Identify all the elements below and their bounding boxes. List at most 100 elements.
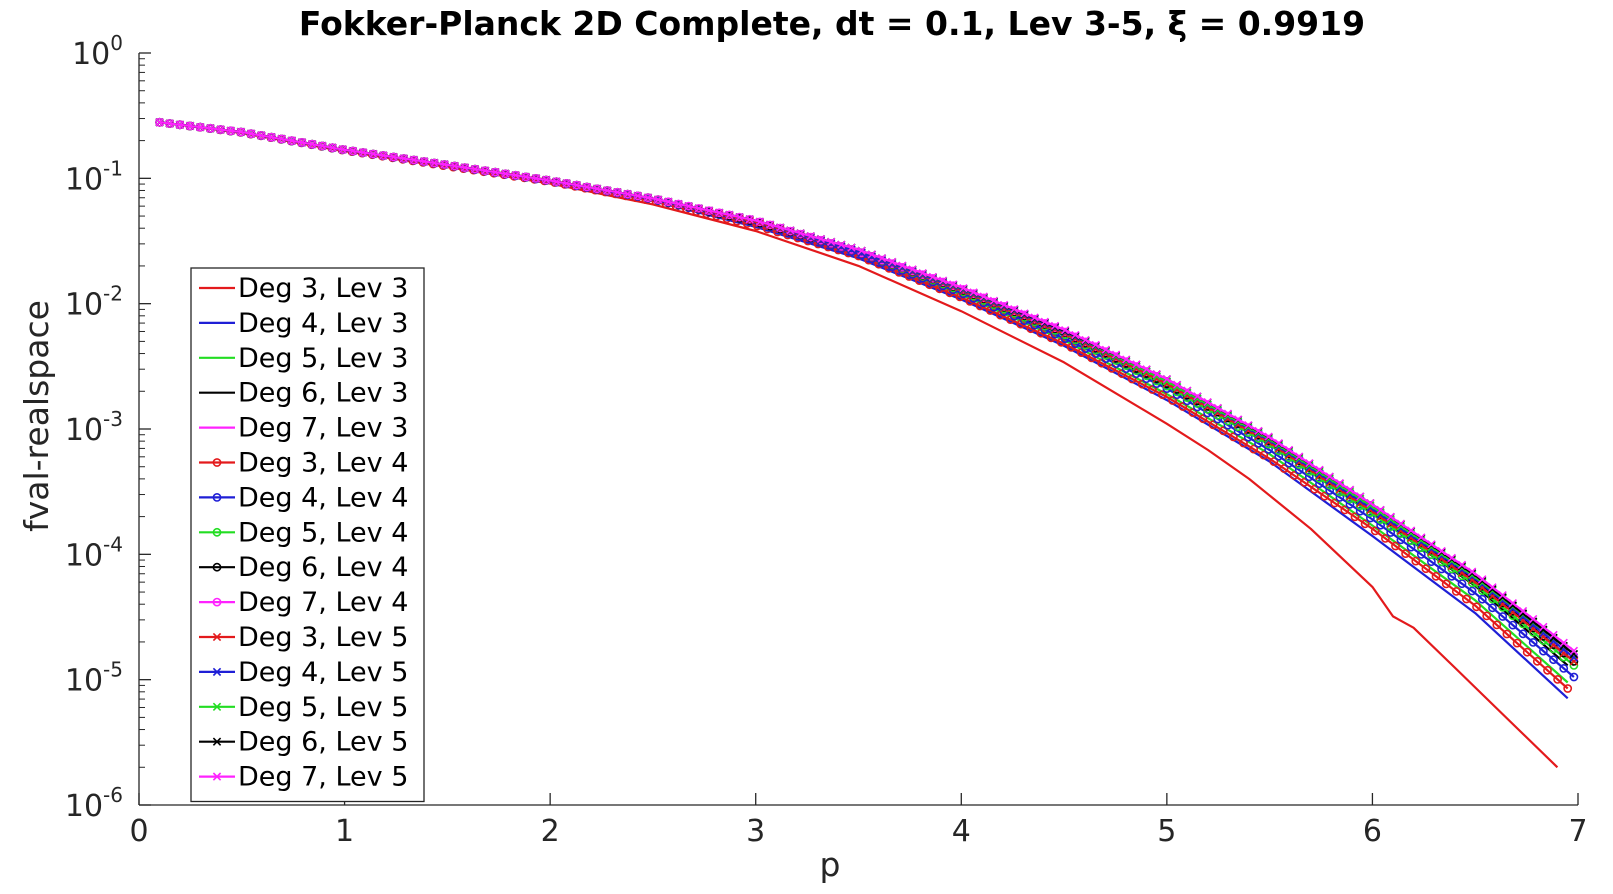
- data-point-marker: [1472, 602, 1481, 612]
- data-point-marker: [1563, 684, 1573, 693]
- data-point-marker: [1345, 499, 1355, 509]
- data-point-marker: [1386, 512, 1395, 521]
- data-point-marker: [1294, 465, 1304, 475]
- data-point-marker: [786, 226, 795, 235]
- y-tick-label: 10-2: [65, 282, 123, 323]
- data-point-marker: [1386, 528, 1396, 537]
- data-point-marker: [1315, 479, 1324, 489]
- data-point-marker: [1183, 386, 1192, 395]
- x-tick-label: 1: [335, 814, 354, 849]
- data-point-marker: [1549, 630, 1558, 640]
- data-point-marker: [389, 152, 398, 162]
- data-point-marker: [1244, 420, 1253, 430]
- data-point-marker: [837, 240, 846, 249]
- data-point-marker: [1284, 458, 1294, 468]
- data-point-marker: [521, 172, 531, 182]
- legend-marker: [212, 667, 222, 677]
- data-point-marker: [1396, 535, 1406, 545]
- data-point-marker: [1441, 579, 1451, 589]
- legend-marker: [212, 492, 222, 502]
- chart-title: Fokker-Planck 2D Complete, dt = 0.1, Lev…: [299, 4, 1365, 43]
- legend-entry-label: Deg 4, Lev 5: [238, 657, 408, 688]
- data-point-marker: [674, 199, 683, 209]
- data-point-marker: [725, 210, 734, 220]
- x-tick-label: 0: [129, 814, 148, 849]
- data-point-marker: [1168, 396, 1177, 405]
- x-axis-label: p: [820, 845, 841, 884]
- data-point-marker: [1522, 647, 1532, 657]
- data-point-marker: [1569, 653, 1579, 662]
- data-point-marker: [1305, 459, 1314, 468]
- data-point-marker: [1218, 426, 1228, 436]
- data-point-marker: [470, 164, 480, 174]
- data-point-marker: [1518, 606, 1528, 616]
- data-point-marker: [1360, 519, 1370, 529]
- data-point-marker: [1239, 438, 1248, 448]
- data-point-marker: [1274, 439, 1283, 448]
- data-point-marker: [1553, 675, 1562, 684]
- data-point-marker: [1350, 512, 1360, 522]
- data-point-marker: [684, 202, 693, 211]
- data-point-marker: [1345, 485, 1355, 494]
- data-point-marker: [246, 129, 256, 138]
- data-point-marker: [664, 197, 673, 206]
- data-point-marker: [592, 184, 602, 193]
- data-point-marker: [348, 146, 358, 156]
- data-point-marker: [1529, 617, 1538, 626]
- x-tick-label: 7: [1568, 814, 1587, 849]
- data-point-marker: [1152, 370, 1161, 379]
- data-point-marker: [898, 261, 907, 270]
- data-point-marker: [430, 158, 439, 168]
- data-point-marker: [1050, 321, 1060, 331]
- legend-marker: [212, 772, 222, 781]
- data-point-marker: [1091, 340, 1100, 350]
- data-point-marker: [704, 206, 714, 215]
- data-point-marker: [297, 138, 307, 147]
- data-point-marker: [1148, 385, 1157, 394]
- data-point-marker: [358, 148, 368, 157]
- data-point-marker: [440, 160, 449, 169]
- legend-marker: [212, 702, 222, 711]
- data-point-marker: [877, 254, 887, 263]
- data-point-marker: [1421, 564, 1431, 574]
- data-point-marker: [1335, 492, 1345, 502]
- data-point-marker: [1264, 444, 1273, 454]
- y-tick-label: 10-6: [65, 783, 123, 824]
- data-point-marker: [1406, 526, 1416, 535]
- data-point-marker: [1366, 498, 1375, 508]
- data-point-marker: [1498, 591, 1507, 600]
- data-point-marker: [338, 145, 347, 154]
- data-point-marker: [1289, 470, 1299, 480]
- legend-entry-label: Deg 7, Lev 4: [238, 587, 408, 618]
- data-point-marker: [480, 166, 490, 175]
- data-point-marker: [369, 149, 378, 159]
- legend-entry-label: Deg 5, Lev 5: [238, 692, 408, 723]
- data-point-marker: [1330, 498, 1340, 508]
- data-point-marker: [1427, 540, 1436, 549]
- data-point-marker: [308, 140, 317, 149]
- data-point-marker: [1010, 304, 1019, 314]
- data-point-marker: [1451, 587, 1461, 596]
- data-point-marker: [1549, 655, 1558, 665]
- data-point-marker: [562, 179, 571, 188]
- data-point-marker: [694, 204, 704, 213]
- data-point-marker: [1512, 638, 1522, 648]
- data-point-marker: [603, 186, 612, 195]
- data-point-marker: [1528, 638, 1538, 647]
- plot-area: 0 1 2 3 4 5 6 7 10-6 10-5 10-4 10-3 10-2 10-1 100: [65, 31, 1588, 849]
- data-point-marker: [450, 161, 459, 171]
- data-point-marker: [1508, 598, 1518, 608]
- legend-entry-label: Deg 3, Lev 3: [238, 273, 408, 304]
- data-point-marker: [1162, 374, 1172, 384]
- data-point-marker: [949, 280, 958, 289]
- legend-entry-label: Deg 7, Lev 3: [238, 413, 408, 444]
- data-point-marker: [1437, 546, 1446, 556]
- data-point-marker: [1457, 560, 1467, 569]
- data-point-marker: [1294, 452, 1304, 461]
- data-point-marker: [1254, 426, 1263, 436]
- data-point-marker: [1178, 402, 1188, 411]
- data-point-marker: [1467, 586, 1477, 596]
- data-point-marker: [806, 231, 815, 241]
- data-point-marker: [1030, 313, 1039, 322]
